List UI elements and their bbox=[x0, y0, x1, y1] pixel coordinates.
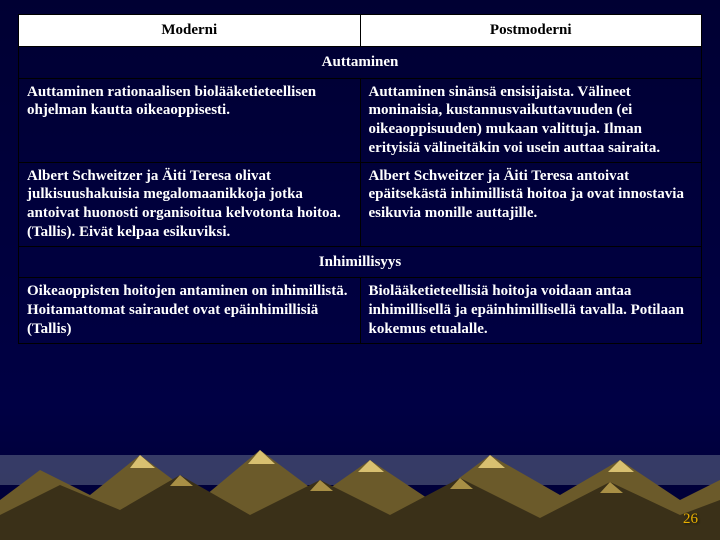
comparison-table: Moderni Postmoderni Auttaminen Auttamine… bbox=[18, 14, 702, 344]
column-header-postmoderni: Postmoderni bbox=[360, 15, 702, 47]
mountain-graphic bbox=[0, 400, 720, 540]
section-title-auttaminen: Auttaminen bbox=[19, 46, 702, 78]
section-title-inhimillisyys: Inhimillisyys bbox=[19, 246, 702, 278]
cell-left: Oikeaoppisten hoitojen antaminen on inhi… bbox=[19, 278, 361, 343]
table-row: Auttaminen rationaalisen biolääketieteel… bbox=[19, 78, 702, 162]
section-row: Inhimillisyys bbox=[19, 246, 702, 278]
table-row: Oikeaoppisten hoitojen antaminen on inhi… bbox=[19, 278, 702, 343]
table-wrapper: Moderni Postmoderni Auttaminen Auttamine… bbox=[0, 0, 720, 344]
table-row: Albert Schweitzer ja Äiti Teresa olivat … bbox=[19, 162, 702, 246]
slide: Moderni Postmoderni Auttaminen Auttamine… bbox=[0, 0, 720, 540]
table-header-row: Moderni Postmoderni bbox=[19, 15, 702, 47]
cell-right: Biolääketieteellisiä hoitoja voidaan ant… bbox=[360, 278, 702, 343]
column-header-moderni: Moderni bbox=[19, 15, 361, 47]
cell-right: Albert Schweitzer ja Äiti Teresa antoiva… bbox=[360, 162, 702, 246]
cell-left: Albert Schweitzer ja Äiti Teresa olivat … bbox=[19, 162, 361, 246]
cell-right: Auttaminen sinänsä ensisijaista. Välinee… bbox=[360, 78, 702, 162]
section-row: Auttaminen bbox=[19, 46, 702, 78]
cell-left: Auttaminen rationaalisen biolääketieteel… bbox=[19, 78, 361, 162]
page-number: 26 bbox=[683, 511, 698, 528]
